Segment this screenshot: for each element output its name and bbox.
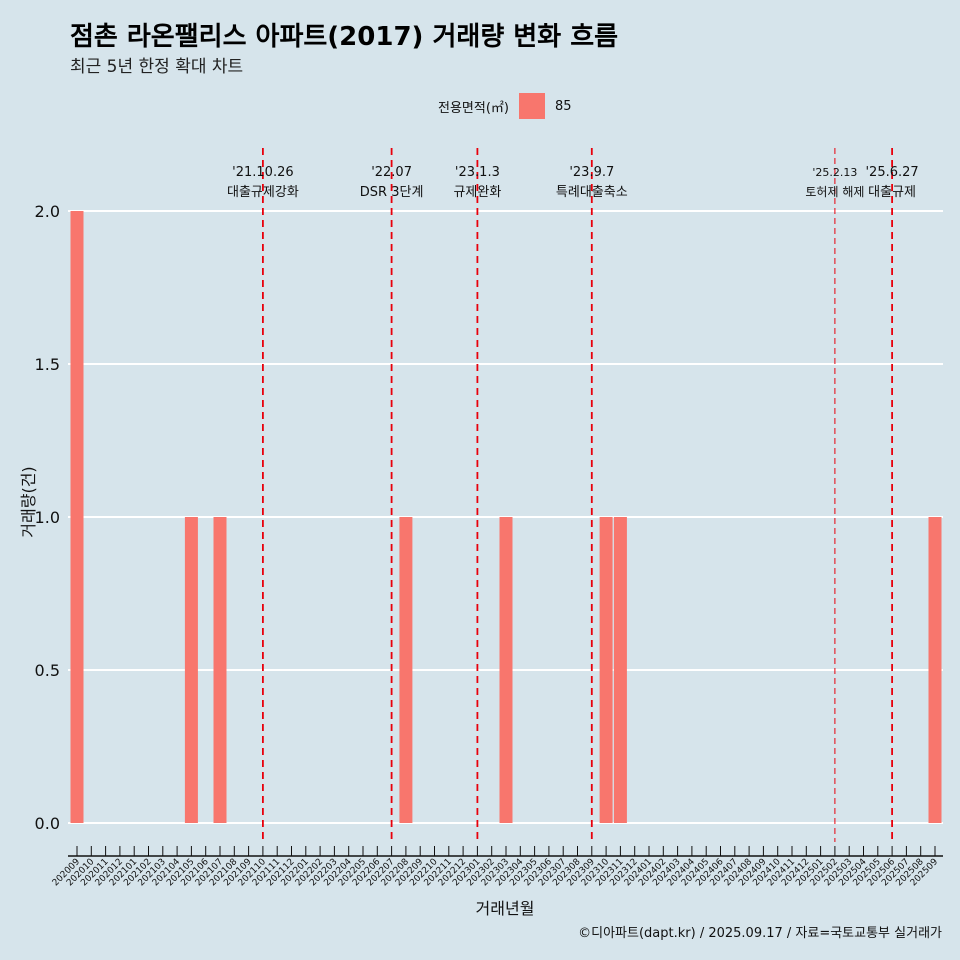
annotation-date: '23.1.3 — [455, 165, 500, 180]
source-caption: ©디아파트(dapt.kr) / 2025.09.17 / 자료=국토교통부 실… — [578, 926, 942, 941]
legend-title: 전용면적(㎡) — [438, 100, 509, 116]
chart-title: 점촌 라온팰리스 아파트(2017) 거래량 변화 흐름 — [70, 22, 619, 52]
bar — [70, 211, 84, 823]
annotation-label: 대출규제 — [868, 185, 916, 200]
bar — [184, 517, 198, 823]
annotation-date: '25.6.27 — [865, 165, 918, 180]
annotation-label: 규제완화 — [453, 185, 501, 200]
bar — [613, 517, 627, 823]
annotation-date: '23.9.7 — [569, 165, 614, 180]
legend: 전용면적(㎡) 85 — [438, 93, 572, 119]
bar — [399, 517, 413, 823]
annotation-date: '25.2.13 — [812, 166, 857, 179]
bar — [499, 517, 513, 823]
legend-label: 85 — [554, 98, 572, 114]
y-tick-label: 2.0 — [35, 202, 60, 221]
y-tick-label: 1.0 — [35, 508, 60, 527]
annotation-label: 특례대출축소 — [556, 185, 628, 200]
annotation-label: 대출규제강화 — [227, 185, 299, 200]
y-tick-label: 0.0 — [35, 814, 60, 833]
bar — [213, 517, 227, 823]
legend-swatch — [518, 93, 545, 119]
chart-subtitle: 최근 5년 한정 확대 차트 — [70, 57, 244, 77]
annotation-label: DSR 3단계 — [360, 185, 424, 200]
y-axis-title: 거래량(건) — [19, 466, 38, 537]
bar — [928, 517, 942, 823]
y-tick-label: 1.5 — [35, 355, 60, 374]
annotation-label: 토허제 해제 — [805, 185, 864, 199]
annotation-date: '22.07 — [371, 165, 412, 180]
x-axis-title: 거래년월 — [476, 899, 535, 918]
y-tick-label: 0.5 — [35, 661, 60, 680]
bar — [599, 517, 613, 823]
annotation-date: '21.10.26 — [232, 165, 293, 180]
